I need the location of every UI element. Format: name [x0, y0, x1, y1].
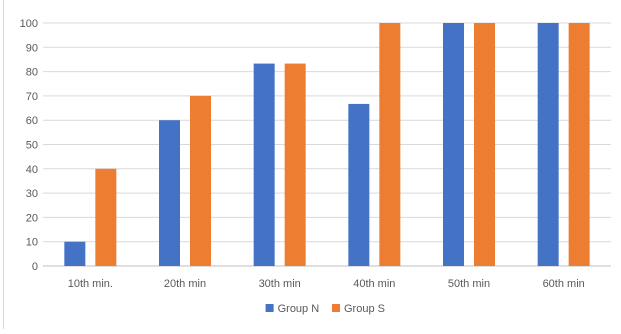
- y-tick-label: 0: [32, 261, 38, 273]
- x-tick-label: 20th min: [164, 278, 206, 290]
- bar-group-s-4: [379, 23, 401, 266]
- bar-group-s-2: [190, 95, 211, 267]
- x-axis-tick-labels: 10th min. 20th min 30th min 40th min 50th mi…: [68, 278, 585, 290]
- bar-group-s-5: [474, 23, 495, 266]
- legend-group-s-label: Group S: [344, 303, 385, 315]
- bar-group-n-3: [253, 63, 275, 267]
- bar-group-s-3: [284, 63, 306, 267]
- x-tick-label: 30th min: [259, 278, 301, 290]
- y-tick-label: 20: [26, 212, 38, 224]
- bar-group-n-6: [537, 23, 559, 266]
- bar-group-s-1: [95, 168, 117, 266]
- x-tick-label: 60th min: [543, 278, 585, 290]
- bar-group-n-2: [159, 120, 180, 266]
- y-axis-tick-labels: 0 10 20 30 40 50 60 70 80 90 100: [20, 18, 38, 273]
- y-tick-label: 30: [26, 188, 38, 200]
- y-tick-label: 40: [26, 164, 38, 176]
- y-tick-label: 100: [20, 18, 38, 30]
- x-tick-label: 10th min.: [68, 278, 113, 290]
- legend-group-n-label: Group N: [278, 303, 320, 315]
- y-tick-label: 80: [26, 67, 38, 79]
- legend-group-n-swatch: [265, 304, 274, 312]
- legend: Group N Group S: [265, 303, 385, 315]
- y-tick-label: 60: [26, 115, 38, 127]
- bar-group-s-6: [568, 23, 590, 266]
- y-tick-label: 90: [26, 42, 38, 54]
- bar-group-n-4: [348, 103, 370, 266]
- x-tick-label: 40th min: [353, 278, 395, 290]
- frame-left-border: [3, 0, 4, 329]
- gridlines: [43, 22, 611, 267]
- bar-group-n-5: [443, 23, 464, 266]
- bars: [64, 23, 590, 267]
- y-tick-label: 10: [26, 237, 38, 249]
- x-tick-label: 50th min: [448, 278, 490, 290]
- legend-group-s-swatch: [332, 304, 340, 312]
- y-tick-label: 50: [26, 140, 38, 152]
- bar-group-n-1: [64, 241, 86, 266]
- y-tick-label: 70: [26, 91, 38, 103]
